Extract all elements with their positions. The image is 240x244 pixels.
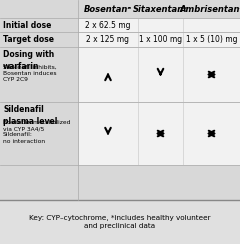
Bar: [79, 19, 138, 31]
Text: 2 x 125 mg: 2 x 125 mg: [86, 35, 130, 44]
Bar: [184, 102, 240, 164]
Text: 1 x 100 mg: 1 x 100 mg: [139, 35, 182, 44]
Text: 2 x 62.5 mg: 2 x 62.5 mg: [85, 20, 131, 30]
Text: Dosing with
warfarin: Dosing with warfarin: [3, 50, 54, 71]
Bar: [79, 102, 138, 164]
Bar: [79, 32, 138, 47]
Text: Initial dose: Initial dose: [3, 20, 51, 30]
Bar: [184, 32, 240, 47]
Text: Sildenafil
plasma level: Sildenafil plasma level: [3, 105, 57, 126]
Bar: [184, 19, 240, 31]
Bar: [0, 200, 240, 244]
Bar: [139, 102, 182, 164]
Bar: [139, 48, 182, 102]
Bar: [79, 48, 138, 102]
Bar: [0, 0, 240, 200]
Bar: [139, 19, 182, 31]
Text: Sildenafil inhibits,
Bosentan induces
CYP 2C9: Sildenafil inhibits, Bosentan induces CY…: [3, 65, 57, 82]
Text: 1 x 5 (10) mg: 1 x 5 (10) mg: [186, 35, 237, 44]
Text: Ambrisentanᵇ: Ambrisentanᵇ: [179, 4, 240, 13]
Bar: [139, 32, 182, 47]
Text: Key: CYP–cytochrome, *includes healthy volunteer
and preclinical data: Key: CYP–cytochrome, *includes healthy v…: [29, 215, 211, 229]
Text: Sitaxentanᵇ: Sitaxentanᵇ: [133, 4, 188, 13]
Text: Bosentanᵃ: Bosentanᵃ: [84, 4, 132, 13]
Text: Bosentan metabolized
via CYP 3A4/5
Sildenafil:
no interaction: Bosentan metabolized via CYP 3A4/5 Silde…: [3, 120, 71, 144]
Bar: [184, 48, 240, 102]
Text: Target dose: Target dose: [3, 35, 54, 44]
